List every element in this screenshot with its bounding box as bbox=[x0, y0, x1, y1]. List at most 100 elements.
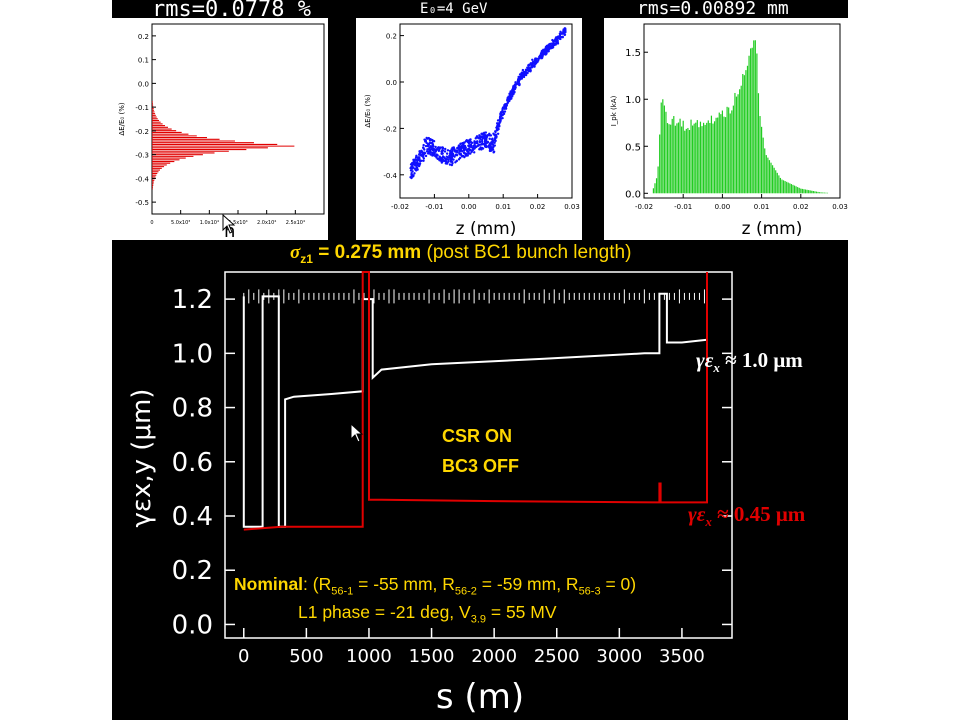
scatter-point bbox=[439, 156, 441, 158]
y-tick-label: -0.4 bbox=[383, 172, 397, 180]
x-tick-label: 0.01 bbox=[495, 203, 511, 211]
scatter-point bbox=[409, 176, 411, 178]
x-tick-label: -0.02 bbox=[635, 203, 653, 211]
scatter-point bbox=[488, 133, 490, 135]
scatter-point bbox=[486, 141, 488, 143]
y-axis-label: ΔE/E₀ (%) bbox=[364, 94, 372, 127]
scatter-point bbox=[499, 115, 501, 117]
scatter-point bbox=[545, 52, 547, 54]
scatter-point bbox=[496, 129, 498, 131]
scatter-point bbox=[442, 149, 444, 151]
scatter-point bbox=[507, 95, 509, 97]
energy-title: E₀=4 GeV bbox=[420, 1, 487, 17]
y-tick-label: 0.0 bbox=[172, 610, 213, 640]
sigma-subscript: z1 bbox=[300, 252, 313, 266]
scatter-point bbox=[525, 69, 527, 71]
current-profile-plot: 0.00.51.01.5-0.02 -0.01 0.00 0.01 0.02 0.03I_… bbox=[604, 18, 848, 240]
scatter-point bbox=[505, 104, 507, 106]
y-axis-label: γεx,y (μm) bbox=[127, 389, 157, 528]
x-tick-label: 500 bbox=[289, 646, 323, 667]
slide-background: rms=0.0778 % E₀=4 GeV rms=0.00892 mm 0.2… bbox=[112, 0, 848, 720]
r56-2-sub: 56-2 bbox=[455, 586, 477, 598]
scatter-point bbox=[543, 49, 545, 51]
scatter-point bbox=[518, 79, 520, 81]
y-tick-label: 0.0 bbox=[138, 80, 149, 88]
scatter-point bbox=[473, 151, 475, 153]
scatter-point bbox=[522, 75, 524, 77]
nominal-label: Nominal bbox=[234, 574, 303, 594]
y-tick-label: -0.2 bbox=[135, 128, 149, 136]
bunch-length-value: = 0.275 mm bbox=[313, 242, 421, 263]
scatter-point bbox=[455, 160, 457, 162]
scatter-point bbox=[460, 143, 462, 145]
scatter-point bbox=[415, 156, 417, 158]
scatter-point bbox=[455, 154, 457, 156]
scatter-point bbox=[520, 77, 522, 79]
scatter-point bbox=[442, 147, 444, 149]
scatter-point bbox=[489, 150, 491, 152]
scatter-point bbox=[467, 141, 469, 143]
scatter-point bbox=[514, 88, 516, 90]
scatter-point bbox=[484, 144, 486, 146]
scatter-point bbox=[444, 148, 446, 150]
scatter-point bbox=[562, 36, 564, 38]
x-tick-label: 0 bbox=[150, 220, 153, 226]
x-tick-label: 2.0x10⁴ bbox=[257, 220, 276, 226]
scatter-point bbox=[541, 57, 543, 59]
scatter-point bbox=[494, 144, 496, 146]
x-tick-label: 0.03 bbox=[832, 203, 848, 211]
scatter-point bbox=[481, 147, 483, 149]
mouse-cursor-icon bbox=[350, 423, 364, 443]
scatter-point bbox=[501, 117, 503, 119]
scatter-point bbox=[512, 91, 514, 93]
y-tick-label: 0.2 bbox=[172, 556, 213, 586]
scatter-point bbox=[561, 32, 563, 34]
scatter-point bbox=[484, 138, 486, 140]
scatter-point bbox=[429, 150, 431, 152]
scatter-point bbox=[475, 137, 477, 139]
r56-3-value: = 0) bbox=[601, 574, 637, 594]
x-axis-label: z (mm) bbox=[742, 219, 803, 239]
y-tick-label: 0.5 bbox=[625, 142, 641, 153]
x-tick-label: 5.0x10³ bbox=[171, 220, 190, 226]
scatter-point bbox=[490, 142, 492, 144]
scatter-point bbox=[499, 119, 501, 121]
scatter-point bbox=[494, 130, 496, 132]
scatter-point bbox=[426, 150, 428, 152]
x-tick-label: 3500 bbox=[659, 646, 705, 667]
x-tick-label: 3000 bbox=[596, 646, 642, 667]
scatter-point bbox=[555, 37, 557, 39]
scatter-point bbox=[426, 137, 428, 139]
y-tick-label: 0.1 bbox=[138, 57, 149, 65]
scatter-point bbox=[482, 143, 484, 145]
scatter-point bbox=[493, 139, 495, 141]
y-tick-label: -0.5 bbox=[135, 199, 149, 207]
scatter-point bbox=[532, 65, 534, 67]
scatter-point bbox=[419, 159, 421, 161]
scatter-point bbox=[521, 73, 523, 75]
y-tick-label: 0.4 bbox=[172, 502, 213, 532]
scatter-point bbox=[511, 95, 513, 97]
scatter-point bbox=[518, 84, 520, 86]
scatter-point bbox=[527, 69, 529, 71]
scatter-point bbox=[462, 155, 464, 157]
scatter-point bbox=[530, 66, 532, 68]
emit-x-symbol: γε bbox=[696, 348, 713, 372]
x-tick-label: 0.01 bbox=[754, 203, 770, 211]
nominal-r-prefix: : (R bbox=[303, 574, 331, 594]
scatter-point bbox=[510, 92, 512, 94]
scatter-point bbox=[445, 162, 447, 164]
scatter-point bbox=[449, 163, 451, 165]
scatter-point bbox=[429, 139, 431, 141]
x-tick-label: 2.5x10⁴ bbox=[286, 220, 305, 226]
phase-space-plot: 0.2 0.0 -0.2 -0.4 -0.02 -0.01 0.00 0.01 0.02 0.03… bbox=[356, 18, 582, 240]
scatter-point bbox=[506, 99, 508, 101]
scatter-point bbox=[497, 133, 499, 135]
l1-phase-text: L1 phase = -21 deg, V bbox=[298, 602, 471, 622]
y-tick-label: 0.0 bbox=[386, 79, 397, 87]
bunch-rms-title: rms=0.00892 mm bbox=[637, 0, 789, 19]
emittance-x-annotation: γεx ≈ 1.0 μm bbox=[696, 348, 803, 376]
scatter-point bbox=[548, 43, 550, 45]
scatter-point bbox=[499, 113, 501, 115]
scatter-point bbox=[414, 164, 416, 166]
